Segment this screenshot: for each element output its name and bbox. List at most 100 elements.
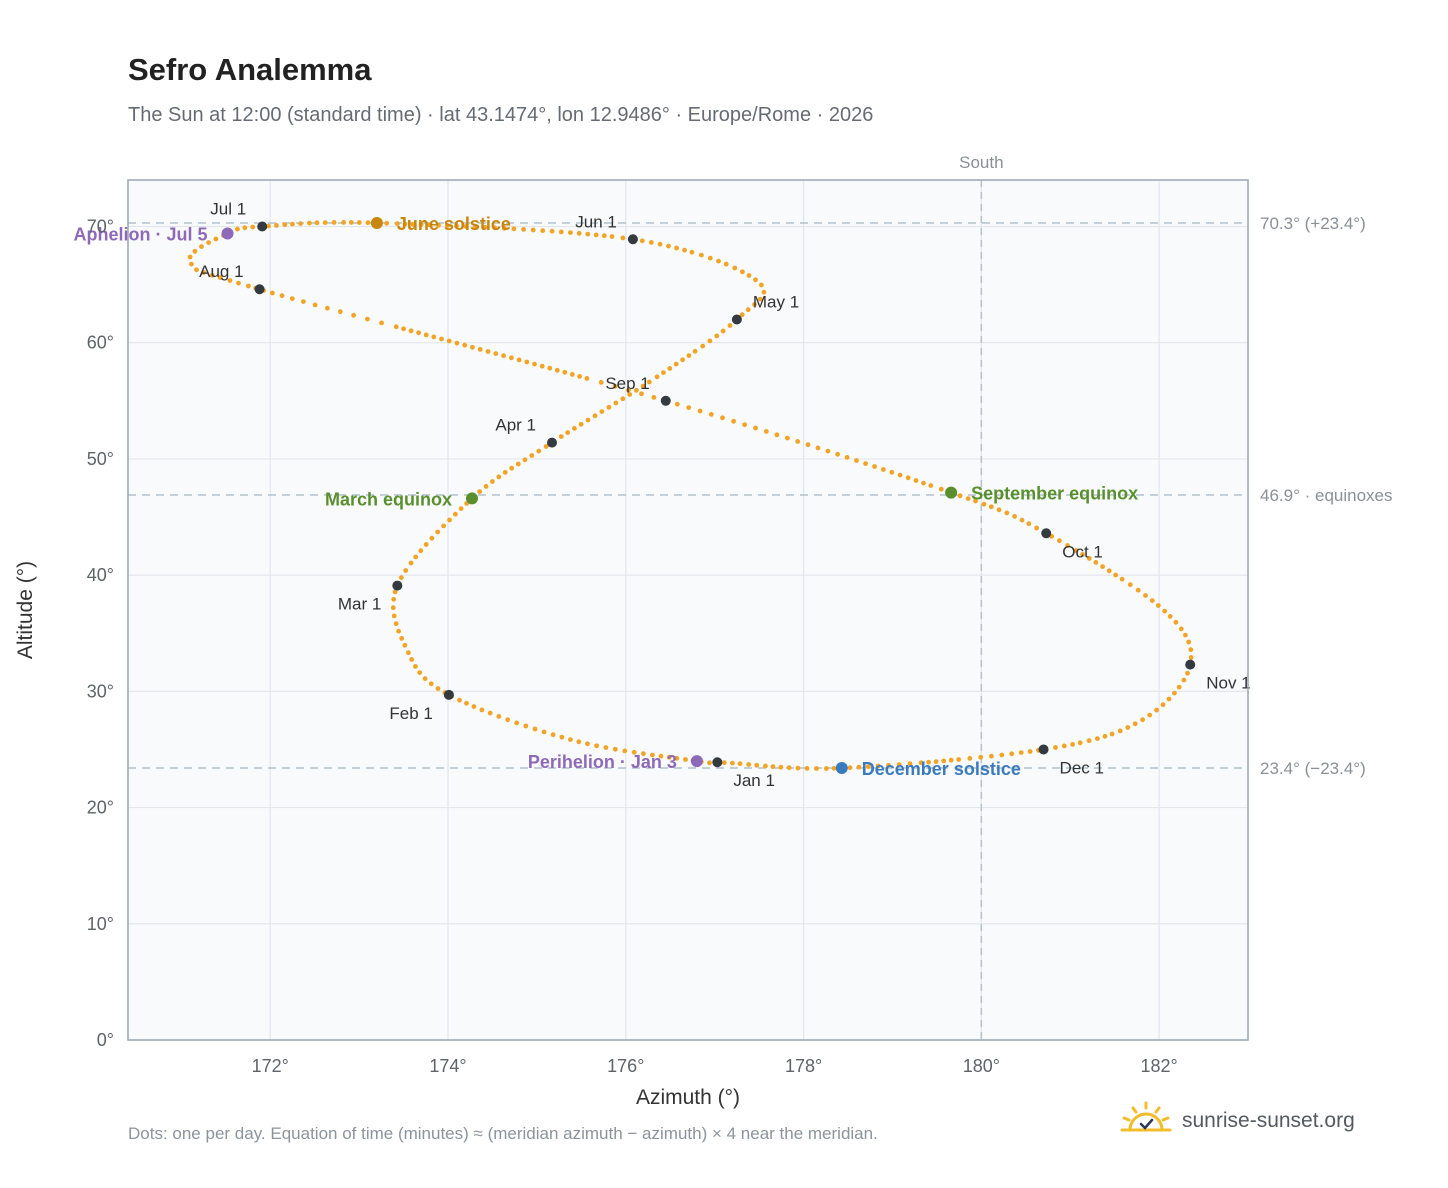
day-dot — [759, 282, 764, 288]
day-dot — [686, 405, 692, 410]
day-dot — [956, 757, 962, 762]
day-dot — [242, 225, 248, 231]
day-dot — [601, 233, 607, 239]
month-marker — [257, 221, 268, 232]
month-label: Mar 1 — [338, 595, 381, 614]
day-dot — [1086, 556, 1092, 561]
day-dot — [856, 764, 862, 770]
day-dot — [1162, 608, 1168, 614]
day-dot — [532, 361, 537, 367]
day-dot — [470, 344, 475, 350]
day-dot — [390, 605, 396, 611]
day-dot — [515, 461, 521, 467]
day-dot — [477, 347, 483, 352]
day-dot — [835, 451, 840, 457]
x-tick-label: 172° — [252, 1056, 289, 1076]
day-dot — [631, 749, 637, 755]
day-dot — [815, 445, 821, 451]
day-dot — [539, 363, 545, 369]
day-dot — [863, 461, 868, 466]
day-dot — [417, 670, 423, 675]
day-dot — [1188, 655, 1194, 660]
south-label: South — [959, 153, 1003, 172]
day-dot — [634, 387, 639, 393]
month-marker — [1185, 659, 1196, 670]
day-dot — [418, 548, 424, 554]
day-dot — [1155, 603, 1161, 608]
day-dot — [680, 357, 685, 363]
day-dot — [365, 220, 371, 226]
month-label: Nov 1 — [1206, 674, 1250, 693]
y-tick-label: 40° — [87, 565, 114, 585]
brand-name: sunrise-sunset.org — [1182, 1108, 1355, 1132]
day-dot — [609, 234, 615, 239]
day-dot — [492, 225, 497, 231]
day-dot — [365, 316, 370, 322]
day-dot — [274, 223, 279, 228]
day-dot — [854, 458, 859, 463]
day-dot — [250, 224, 256, 230]
month-marker — [1038, 744, 1049, 755]
day-dot — [639, 238, 645, 244]
day-dot — [1140, 717, 1145, 723]
day-dot — [558, 229, 564, 235]
day-dot — [441, 523, 446, 529]
day-dot — [778, 764, 784, 770]
event-label: Aphelion · Jul 5 — [74, 224, 208, 244]
day-dot — [213, 236, 219, 242]
day-dot — [1167, 614, 1173, 619]
day-dot — [396, 628, 401, 634]
day-dot — [524, 359, 530, 365]
day-dot — [454, 340, 460, 346]
day-dot — [989, 753, 994, 759]
day-dot — [423, 332, 429, 338]
day-dot — [723, 261, 729, 267]
day-dot — [897, 472, 903, 478]
month-marker — [660, 395, 671, 406]
day-dot — [757, 296, 763, 302]
day-dot — [1147, 712, 1153, 718]
day-dot — [1117, 728, 1123, 734]
day-dot — [1109, 731, 1115, 737]
day-dot — [774, 432, 780, 438]
day-dot — [804, 766, 810, 771]
day-dot — [479, 707, 485, 713]
day-dot — [981, 501, 987, 507]
event-label: Perihelion · Jan 3 — [528, 752, 677, 772]
day-dot — [516, 357, 522, 363]
month-label: Aug 1 — [199, 262, 243, 281]
day-dot — [445, 223, 450, 229]
day-dot — [692, 348, 698, 354]
day-dot — [578, 421, 584, 427]
day-dot — [667, 366, 673, 371]
day-dot — [418, 222, 424, 228]
day-dot — [568, 230, 573, 236]
day-dot — [640, 383, 646, 389]
day-dot — [290, 221, 295, 227]
day-dot — [657, 241, 663, 247]
day-dot — [918, 760, 924, 766]
day-dot — [805, 442, 811, 448]
day-dot — [422, 676, 428, 681]
day-dot — [337, 309, 343, 315]
event-marker — [945, 486, 958, 499]
day-dot — [988, 504, 994, 510]
event-marker — [221, 227, 234, 240]
day-dot — [761, 289, 767, 295]
day-dot — [763, 429, 769, 434]
day-dot — [446, 338, 452, 344]
day-dot — [1186, 639, 1192, 645]
day-dot — [731, 418, 736, 424]
day-dot — [584, 376, 590, 381]
day-dot — [686, 353, 692, 358]
day-dot — [201, 270, 207, 275]
day-dot — [482, 224, 488, 230]
day-dot — [720, 328, 726, 334]
day-dot — [227, 278, 233, 283]
day-dot — [593, 232, 599, 238]
day-dot — [194, 267, 199, 273]
day-dot — [1178, 626, 1184, 632]
brand[interactable]: sunrise-sunset.org — [1120, 1100, 1355, 1141]
month-label: Jul 1 — [210, 199, 246, 218]
day-dot — [348, 220, 354, 225]
